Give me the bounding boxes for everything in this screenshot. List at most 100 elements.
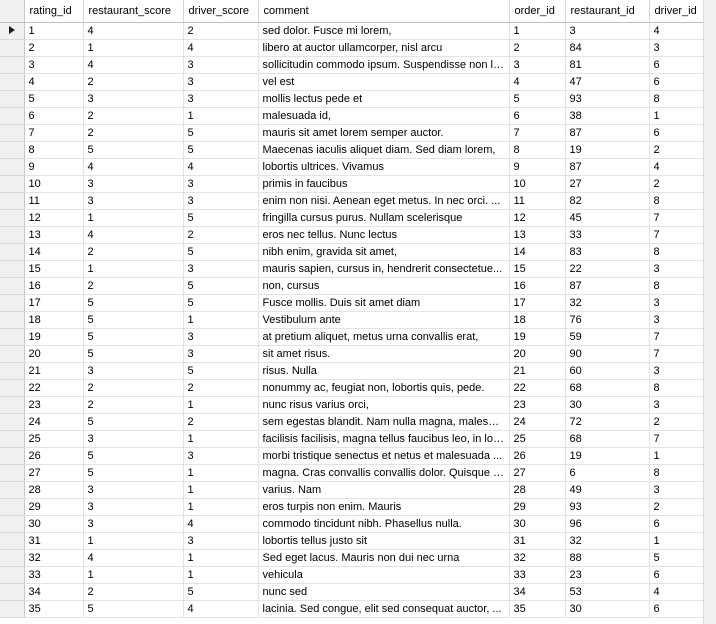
cell-comment[interactable]: mollis lectus pede et <box>258 90 510 108</box>
cell-rating-id[interactable]: 20 <box>24 345 84 363</box>
cell-restaurant-score[interactable]: 5 <box>83 311 184 329</box>
cell-comment[interactable]: primis in faucibus <box>258 175 510 193</box>
cell-driver-id[interactable]: 4 <box>649 22 704 40</box>
cell-restaurant-score[interactable]: 2 <box>83 583 184 601</box>
cell-driver-score[interactable]: 5 <box>183 124 259 142</box>
cell-restaurant-id[interactable]: 83 <box>565 243 650 261</box>
row-indicator[interactable] <box>0 328 25 346</box>
cell-driver-score[interactable]: 1 <box>183 481 259 499</box>
cell-restaurant-id[interactable]: 87 <box>565 277 650 295</box>
table-row[interactable]: 28 3 1 varius. Nam 28 49 3 <box>0 481 704 499</box>
cell-restaurant-score[interactable]: 2 <box>83 107 184 125</box>
cell-order-id[interactable]: 20 <box>509 345 566 363</box>
row-indicator[interactable] <box>0 260 25 278</box>
table-row[interactable]: 31 1 3 lobortis tellus justo sit 31 32 1 <box>0 532 704 550</box>
cell-order-id[interactable]: 8 <box>509 141 566 159</box>
cell-driver-id[interactable]: 4 <box>649 583 704 601</box>
cell-rating-id[interactable]: 27 <box>24 464 84 482</box>
cell-order-id[interactable]: 26 <box>509 447 566 465</box>
cell-rating-id[interactable]: 31 <box>24 532 84 550</box>
cell-comment[interactable]: at pretium aliquet, metus urna convallis… <box>258 328 510 346</box>
cell-rating-id[interactable]: 32 <box>24 549 84 567</box>
cell-order-id[interactable]: 33 <box>509 566 566 584</box>
cell-comment[interactable]: varius. Nam <box>258 481 510 499</box>
row-indicator[interactable] <box>0 277 25 295</box>
cell-order-id[interactable]: 30 <box>509 515 566 533</box>
cell-comment[interactable]: nunc risus varius orci, <box>258 396 510 414</box>
cell-driver-score[interactable]: 5 <box>183 294 259 312</box>
cell-comment[interactable]: sem egestas blandit. Nam nulla magna, ma… <box>258 413 510 431</box>
table-row[interactable]: 1 4 2 sed dolor. Fusce mi lorem, 1 3 4 <box>0 22 704 40</box>
cell-order-id[interactable]: 32 <box>509 549 566 567</box>
cell-restaurant-id[interactable]: 90 <box>565 345 650 363</box>
cell-restaurant-score[interactable]: 4 <box>83 549 184 567</box>
cell-driver-id[interactable]: 8 <box>649 464 704 482</box>
table-row[interactable]: 2 1 4 libero at auctor ullamcorper, nisl ar… <box>0 39 704 57</box>
cell-driver-score[interactable]: 3 <box>183 532 259 550</box>
cell-restaurant-score[interactable]: 1 <box>83 209 184 227</box>
cell-driver-id[interactable]: 3 <box>649 362 704 380</box>
cell-restaurant-score[interactable]: 3 <box>83 430 184 448</box>
cell-comment[interactable]: lacinia. Sed congue, elit sed consequat … <box>258 600 510 618</box>
cell-driver-score[interactable]: 2 <box>183 22 259 40</box>
cell-rating-id[interactable]: 3 <box>24 56 84 74</box>
cell-rating-id[interactable]: 16 <box>24 277 84 295</box>
cell-comment[interactable]: facilisis facilisis, magna tellus faucib… <box>258 430 510 448</box>
cell-restaurant-score[interactable]: 2 <box>83 73 184 91</box>
cell-restaurant-id[interactable]: 87 <box>565 158 650 176</box>
cell-order-id[interactable]: 21 <box>509 362 566 380</box>
cell-rating-id[interactable]: 25 <box>24 430 84 448</box>
cell-driver-score[interactable]: 1 <box>183 549 259 567</box>
cell-rating-id[interactable]: 34 <box>24 583 84 601</box>
cell-driver-id[interactable]: 1 <box>649 532 704 550</box>
cell-rating-id[interactable]: 26 <box>24 447 84 465</box>
cell-driver-score[interactable]: 3 <box>183 175 259 193</box>
column-header-driver-id[interactable]: driver_id <box>649 0 704 23</box>
cell-restaurant-id[interactable]: 33 <box>565 226 650 244</box>
row-indicator[interactable] <box>0 430 25 448</box>
cell-driver-id[interactable]: 3 <box>649 294 704 312</box>
table-row[interactable]: 23 2 1 nunc risus varius orci, 23 30 3 <box>0 396 704 414</box>
cell-comment[interactable]: magna. Cras convallis convallis dolor. Q… <box>258 464 510 482</box>
cell-driver-id[interactable]: 3 <box>649 311 704 329</box>
cell-driver-score[interactable]: 5 <box>183 583 259 601</box>
cell-comment[interactable]: fringilla cursus purus. Nullam scelerisq… <box>258 209 510 227</box>
row-indicator[interactable] <box>0 39 25 57</box>
cell-rating-id[interactable]: 7 <box>24 124 84 142</box>
cell-restaurant-id[interactable]: 68 <box>565 430 650 448</box>
cell-restaurant-score[interactable]: 5 <box>83 413 184 431</box>
cell-rating-id[interactable]: 1 <box>24 22 84 40</box>
cell-rating-id[interactable]: 23 <box>24 396 84 414</box>
table-row[interactable]: 16 2 5 non, cursus 16 87 8 <box>0 277 704 295</box>
cell-driver-score[interactable]: 1 <box>183 311 259 329</box>
cell-rating-id[interactable]: 24 <box>24 413 84 431</box>
cell-restaurant-score[interactable]: 4 <box>83 158 184 176</box>
cell-comment[interactable]: libero at auctor ullamcorper, nisl arcu <box>258 39 510 57</box>
cell-restaurant-id[interactable]: 81 <box>565 56 650 74</box>
table-row[interactable]: 14 2 5 nibh enim, gravida sit amet, 14 83 8 <box>0 243 704 261</box>
column-header-rating-id[interactable]: rating_id <box>24 0 84 23</box>
cell-driver-score[interactable]: 3 <box>183 447 259 465</box>
cell-restaurant-id[interactable]: 38 <box>565 107 650 125</box>
cell-driver-score[interactable]: 1 <box>183 107 259 125</box>
cell-rating-id[interactable]: 13 <box>24 226 84 244</box>
table-row[interactable]: 25 3 1 facilisis facilisis, magna tellus fa… <box>0 430 704 448</box>
cell-order-id[interactable]: 28 <box>509 481 566 499</box>
cell-restaurant-id[interactable]: 19 <box>565 141 650 159</box>
row-indicator[interactable] <box>0 192 25 210</box>
cell-rating-id[interactable]: 14 <box>24 243 84 261</box>
cell-rating-id[interactable]: 19 <box>24 328 84 346</box>
table-row[interactable]: 6 2 1 malesuada id, 6 38 1 <box>0 107 704 125</box>
table-row[interactable]: 33 1 1 vehicula 33 23 6 <box>0 566 704 584</box>
cell-order-id[interactable]: 23 <box>509 396 566 414</box>
cell-driver-score[interactable]: 2 <box>183 226 259 244</box>
cell-rating-id[interactable]: 15 <box>24 260 84 278</box>
row-indicator[interactable] <box>0 311 25 329</box>
cell-comment[interactable]: commodo tincidunt nibh. Phasellus nulla. <box>258 515 510 533</box>
cell-comment[interactable]: lobortis ultrices. Vivamus <box>258 158 510 176</box>
cell-restaurant-score[interactable]: 2 <box>83 277 184 295</box>
cell-driver-score[interactable]: 1 <box>183 396 259 414</box>
cell-comment[interactable]: malesuada id, <box>258 107 510 125</box>
cell-driver-id[interactable]: 2 <box>649 175 704 193</box>
table-row[interactable]: 32 4 1 Sed eget lacus. Mauris non dui nec u… <box>0 549 704 567</box>
